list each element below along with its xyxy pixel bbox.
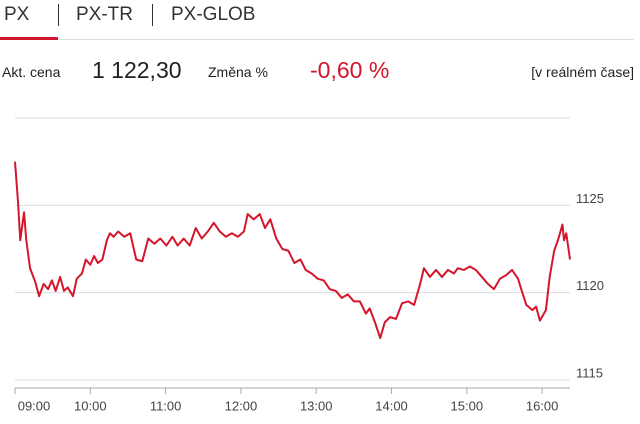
- tab-separator: [152, 4, 153, 26]
- price-line: [14, 161, 571, 340]
- price: 1 122,30: [92, 57, 182, 83]
- status: [v reálném čase]: [531, 64, 634, 80]
- y-tick-label: 1125: [576, 191, 604, 206]
- price-label: Akt. cena: [2, 64, 61, 80]
- tab[interactable]: PX-TR: [76, 4, 133, 25]
- tab-separator: [58, 4, 59, 26]
- y-tick-label: 1120: [576, 278, 604, 293]
- change: -0,60 %: [310, 57, 390, 83]
- change-label: Změna %: [208, 64, 268, 80]
- x-tick-label: 12:00: [225, 398, 258, 413]
- tab-border: [0, 39, 634, 40]
- active-tab-indicator: [0, 37, 58, 40]
- x-tick-label: 11:00: [150, 398, 182, 413]
- x-tick-label: 16:00: [526, 398, 559, 413]
- tab[interactable]: PX-GLOB: [171, 4, 256, 25]
- tab[interactable]: PX: [4, 4, 30, 25]
- x-tick-label: 15:00: [451, 398, 484, 413]
- y-tick-label: 1115: [576, 365, 603, 380]
- x-tick-label: 13:00: [300, 398, 333, 413]
- x-tick-label: 14:00: [375, 398, 408, 413]
- x-tick-label: 10:00: [74, 398, 107, 413]
- x-tick-label: 09:00: [18, 398, 51, 413]
